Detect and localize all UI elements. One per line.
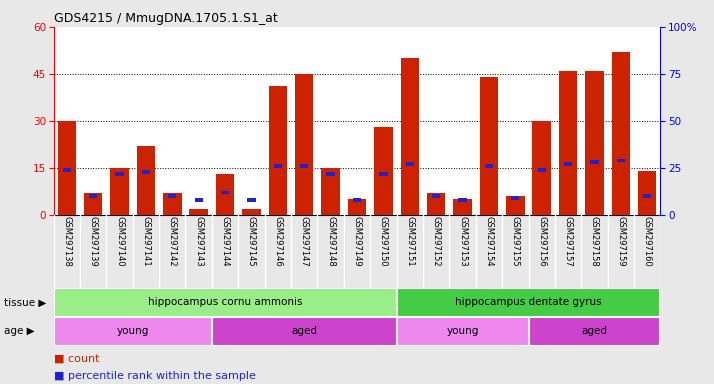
Text: GSM297146: GSM297146 [273, 217, 282, 267]
Bar [54, 317, 212, 346]
Bar [396, 317, 528, 346]
Bar [538, 168, 546, 172]
Bar [485, 164, 493, 168]
Text: GSM297149: GSM297149 [353, 217, 361, 267]
Text: GDS4215 / MmugDNA.1705.1.S1_at: GDS4215 / MmugDNA.1705.1.S1_at [54, 12, 277, 25]
Bar [453, 199, 472, 215]
Bar [511, 196, 520, 200]
Bar [401, 58, 419, 215]
Text: GSM297151: GSM297151 [406, 217, 414, 267]
Text: GSM297159: GSM297159 [616, 217, 625, 267]
Bar [221, 190, 229, 194]
Bar [89, 194, 97, 198]
Bar [480, 77, 498, 215]
Text: GSM297144: GSM297144 [221, 217, 230, 267]
Bar [84, 193, 102, 215]
Text: GSM297155: GSM297155 [511, 217, 520, 267]
Bar [432, 194, 441, 198]
Text: GSM297153: GSM297153 [458, 217, 467, 267]
Text: young: young [116, 326, 149, 336]
Bar [533, 121, 551, 215]
Text: GSM297145: GSM297145 [247, 217, 256, 267]
Text: hippocampus dentate gyrus: hippocampus dentate gyrus [456, 297, 602, 308]
Bar [321, 168, 340, 215]
Bar [163, 193, 181, 215]
Text: ■ count: ■ count [54, 354, 99, 364]
Bar [142, 170, 150, 174]
Text: GSM297154: GSM297154 [484, 217, 493, 267]
Bar [212, 317, 396, 346]
Bar [110, 168, 129, 215]
Bar [189, 209, 208, 215]
Bar [506, 196, 525, 215]
Bar [590, 161, 598, 164]
Bar [242, 209, 261, 215]
Bar [295, 74, 313, 215]
Text: GSM297140: GSM297140 [115, 217, 124, 267]
Bar [528, 317, 660, 346]
Text: aged: aged [291, 326, 317, 336]
Bar [168, 194, 176, 198]
Text: hippocampus cornu ammonis: hippocampus cornu ammonis [148, 297, 302, 308]
Bar [247, 198, 256, 202]
Text: GSM297160: GSM297160 [643, 217, 652, 267]
Bar [216, 174, 234, 215]
Text: young: young [446, 326, 478, 336]
Bar [427, 193, 446, 215]
Text: GSM297158: GSM297158 [590, 217, 599, 267]
Bar [353, 198, 361, 202]
Bar [326, 172, 335, 175]
Bar [617, 159, 625, 162]
Bar [564, 162, 572, 166]
Bar [396, 288, 660, 317]
Text: aged: aged [581, 326, 608, 336]
Text: GSM297147: GSM297147 [300, 217, 308, 267]
Bar [300, 164, 308, 168]
Bar [348, 199, 366, 215]
Text: GSM297150: GSM297150 [379, 217, 388, 267]
Bar [63, 168, 71, 172]
Bar [612, 52, 630, 215]
Bar [374, 127, 393, 215]
Text: GSM297139: GSM297139 [89, 217, 98, 267]
Text: GSM297157: GSM297157 [563, 217, 573, 267]
Text: GSM297138: GSM297138 [62, 217, 71, 267]
Text: tissue ▶: tissue ▶ [4, 297, 46, 308]
Text: age ▶: age ▶ [4, 326, 34, 336]
Text: ■ percentile rank within the sample: ■ percentile rank within the sample [54, 371, 256, 381]
Bar [116, 172, 124, 175]
Text: GSM297143: GSM297143 [194, 217, 203, 267]
Text: GSM297141: GSM297141 [141, 217, 151, 267]
Bar [58, 121, 76, 215]
Bar [194, 198, 203, 202]
Bar [638, 171, 656, 215]
Text: GSM297142: GSM297142 [168, 217, 177, 267]
Text: GSM297156: GSM297156 [537, 217, 546, 267]
Text: GSM297148: GSM297148 [326, 217, 335, 267]
Text: GSM297152: GSM297152 [432, 217, 441, 267]
Bar [643, 194, 651, 198]
Bar [559, 71, 578, 215]
Bar [585, 71, 604, 215]
Bar [379, 172, 388, 175]
Bar [458, 198, 467, 202]
Bar [268, 86, 287, 215]
Bar [54, 288, 396, 317]
Bar [406, 162, 414, 166]
Bar [136, 146, 155, 215]
Bar [273, 164, 282, 168]
